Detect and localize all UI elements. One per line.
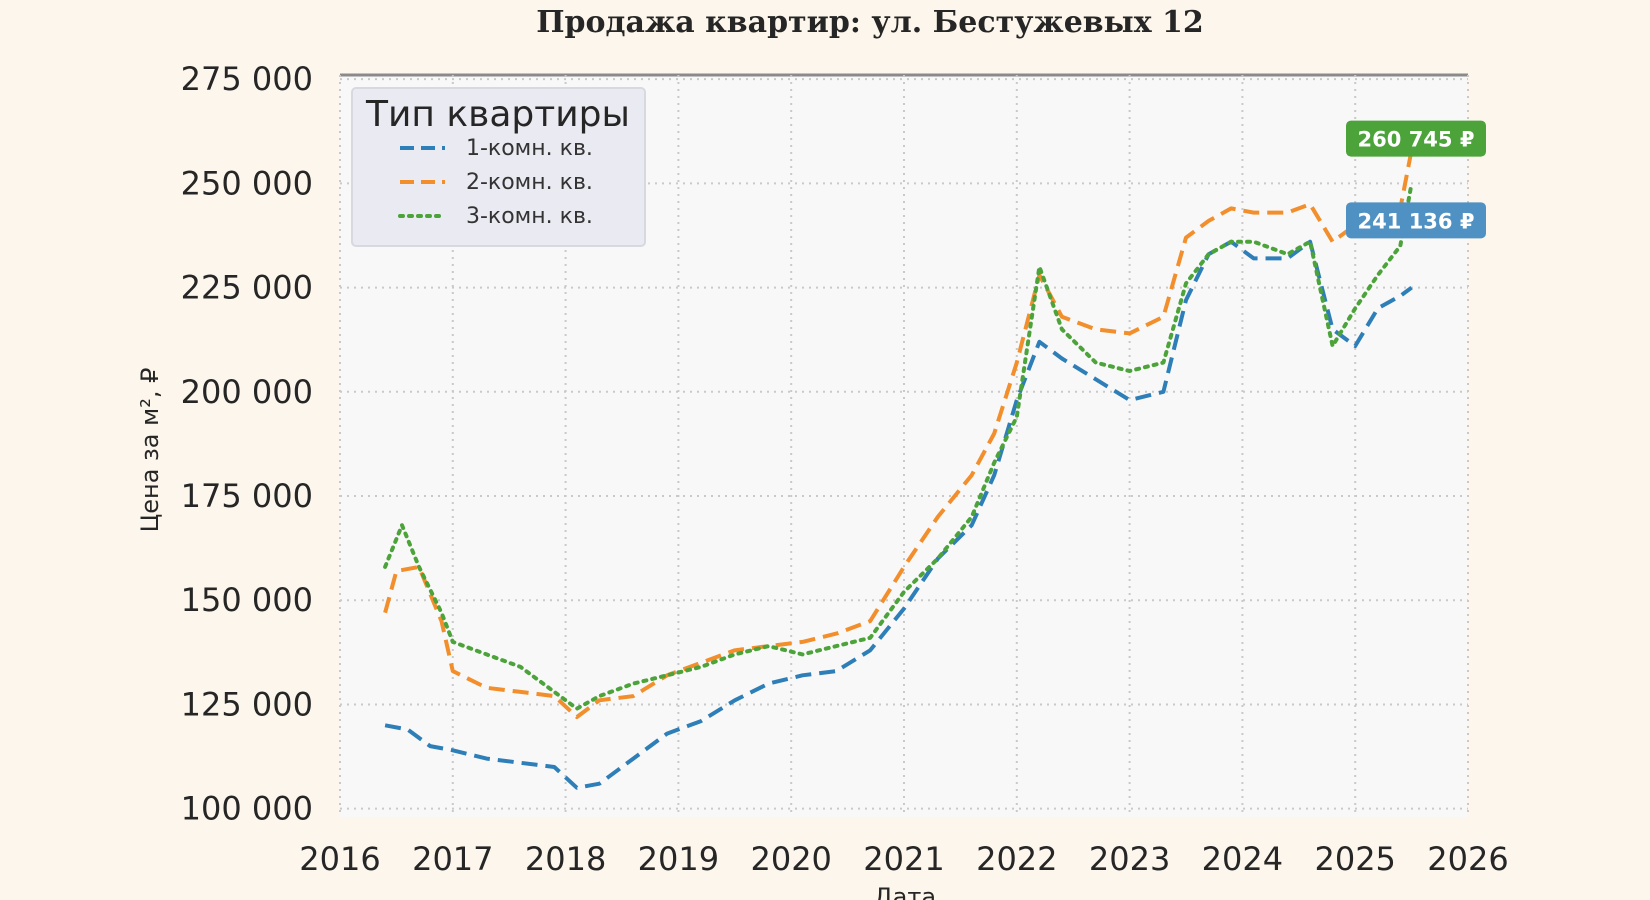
end-label-badge (1346, 120, 1486, 157)
y-tick-label: 225 000 (181, 269, 313, 307)
x-tick-label: 2026 (1427, 840, 1508, 878)
end-labels: 260 745 ₽ 241 136 ₽ (1346, 120, 1486, 239)
x-axis-label: Дата (874, 883, 936, 900)
legend-label-2: 2-комн. кв. (466, 170, 593, 195)
end-label-text: 260 745 ₽ (1358, 128, 1475, 152)
y-tick-label: 250 000 (181, 164, 313, 202)
end-label-text: 241 136 ₽ (1358, 209, 1475, 233)
x-tick-label: 2022 (976, 840, 1057, 878)
y-tick-label: 100 000 (181, 790, 313, 828)
y-tick-label: 175 000 (181, 477, 313, 515)
x-tick-label: 2017 (412, 840, 493, 878)
end-label-1: 260 745 ₽ (1346, 120, 1486, 157)
series-line-2 (383, 149, 1414, 719)
series-layer (383, 149, 1414, 790)
x-tick-label: 2023 (1089, 840, 1170, 878)
grid-layer (339, 75, 1469, 817)
series-line-3 (383, 181, 1414, 711)
y-tick-label: 150 000 (181, 581, 313, 619)
x-axis-ticks: 2016 2017 2018 2019 2020 2021 2022 2023 2024 2025… (299, 840, 1508, 878)
series-line-1 (384, 239, 1413, 790)
x-tick-label: 2020 (750, 840, 831, 878)
y-tick-label: 125 000 (181, 685, 313, 723)
legend-label-1: 1-комн. кв. (466, 136, 593, 161)
x-tick-label: 2025 (1314, 840, 1395, 878)
x-tick-label: 2018 (525, 840, 606, 878)
legend: Тип квартиры 1-комн. кв. 2-комн. кв. 3-ком… (351, 87, 646, 247)
y-axis-label: Цена за м², ₽ (136, 368, 164, 533)
x-tick-label: 2021 (863, 840, 944, 878)
chart-title: Продажа квартир: ул. Бестужевых 12 (536, 5, 1204, 40)
x-tick-label: 2024 (1202, 840, 1283, 878)
legend-title: Тип квартиры (365, 94, 630, 135)
y-tick-label: 275 000 (181, 60, 313, 98)
end-label-2: 241 136 ₽ (1346, 202, 1486, 239)
legend-entries: 1-комн. кв. 2-комн. кв. 3-комн. кв. (398, 136, 593, 229)
x-tick-label: 2019 (638, 840, 719, 878)
end-label-badge (1346, 202, 1486, 239)
legend-label-3: 3-комн. кв. (466, 204, 593, 229)
y-axis-ticks: 100 000 125 000 150 000 175 000 200 000 225 0… (181, 60, 313, 827)
y-tick-label: 200 000 (181, 373, 313, 411)
x-tick-label: 2016 (299, 840, 380, 878)
legend-box (351, 87, 646, 247)
